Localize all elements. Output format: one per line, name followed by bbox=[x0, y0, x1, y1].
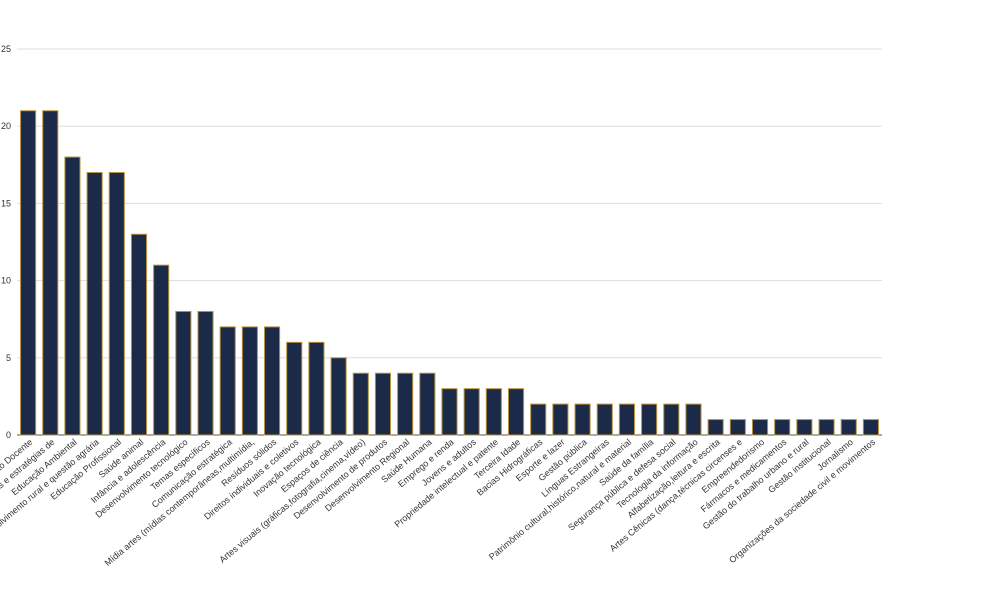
bar bbox=[618, 403, 635, 436]
bar bbox=[685, 403, 702, 436]
bar bbox=[507, 388, 525, 436]
bar bbox=[86, 172, 103, 436]
bar bbox=[463, 388, 480, 436]
bar bbox=[219, 326, 236, 436]
y-tick-label: 20 bbox=[1, 121, 11, 131]
bar bbox=[286, 341, 303, 436]
bar bbox=[818, 419, 835, 436]
y-tick-label: 25 bbox=[1, 44, 11, 54]
bar bbox=[175, 310, 192, 436]
bar bbox=[264, 326, 281, 436]
bar bbox=[197, 310, 214, 436]
y-tick-label: 15 bbox=[1, 198, 11, 208]
bar bbox=[241, 326, 258, 436]
bar bbox=[751, 419, 769, 436]
bar bbox=[153, 264, 170, 436]
bar bbox=[108, 172, 125, 436]
bar bbox=[64, 156, 81, 436]
bar bbox=[374, 372, 392, 436]
bar bbox=[862, 419, 879, 436]
bar bbox=[574, 403, 591, 436]
bar bbox=[663, 403, 680, 436]
y-tick-label: 5 bbox=[6, 353, 11, 363]
bar bbox=[530, 403, 547, 436]
bar bbox=[485, 388, 502, 436]
bar bbox=[596, 403, 613, 436]
y-tick-label: 10 bbox=[1, 276, 11, 286]
bar bbox=[20, 110, 37, 436]
bar bbox=[42, 110, 59, 436]
bar bbox=[308, 341, 325, 436]
bar bbox=[729, 419, 746, 436]
bar bbox=[397, 372, 414, 436]
bar bbox=[796, 419, 813, 436]
bar bbox=[774, 419, 791, 436]
y-tick-label: 0 bbox=[6, 430, 11, 440]
bar bbox=[641, 403, 658, 436]
bar bbox=[130, 233, 148, 436]
bar bbox=[840, 419, 857, 436]
bar bbox=[352, 372, 369, 436]
bar bbox=[330, 357, 347, 436]
bar bbox=[441, 388, 458, 436]
bar bbox=[707, 419, 724, 436]
bar bbox=[552, 403, 569, 436]
bar bbox=[419, 372, 436, 436]
